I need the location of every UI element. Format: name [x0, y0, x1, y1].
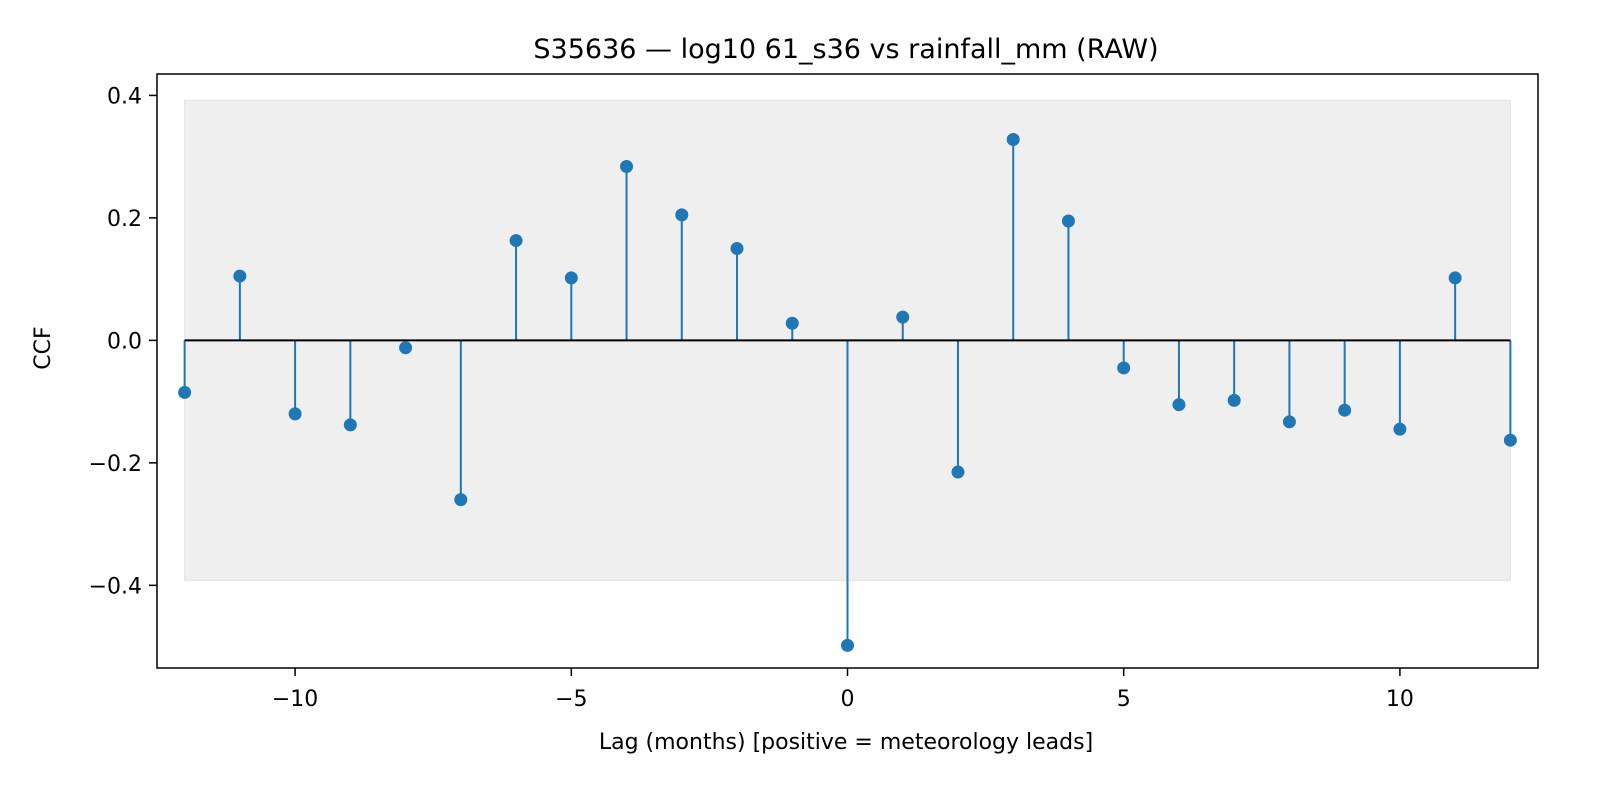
y-tick-label: −0.2	[89, 452, 142, 477]
stem-marker	[399, 341, 413, 355]
x-axis-label: Lag (months) [positive = meteorology lea…	[599, 730, 1093, 755]
x-tick-label: −5	[555, 687, 587, 712]
stem-marker	[841, 638, 854, 652]
stem-marker	[509, 234, 523, 248]
stem-marker	[564, 271, 578, 285]
stem-marker	[785, 316, 799, 330]
y-tick-label: −0.4	[89, 574, 142, 599]
x-tick-label: −10	[272, 687, 318, 712]
y-tick-label: 0.2	[107, 207, 142, 232]
y-axis: −0.4 −0.2 0.0 0.2 0.4	[89, 84, 157, 599]
stem-marker	[675, 208, 689, 222]
stem-marker	[620, 159, 634, 173]
x-tick-label: 0	[841, 687, 855, 712]
y-axis-label: CCF	[31, 326, 56, 369]
stems-group	[183, 139, 1512, 646]
stem-marker	[233, 269, 247, 283]
x-tick-label: 5	[1117, 687, 1131, 712]
stem-marker	[730, 242, 744, 256]
y-tick-label: 0.4	[107, 84, 142, 109]
stem-marker	[951, 465, 965, 479]
stem-marker	[343, 418, 357, 432]
stem-marker	[1503, 433, 1517, 447]
stem-marker	[1227, 393, 1241, 407]
stem-marker	[1006, 133, 1020, 147]
chart-title: S35636 — log10 61_s36 vs rainfall_mm (RA…	[533, 34, 1158, 65]
stem-marker	[896, 310, 910, 324]
stem-marker	[1338, 403, 1352, 417]
stem-marker	[1061, 214, 1075, 228]
x-tick-label: 10	[1386, 687, 1414, 712]
x-axis: −10 −5 0 5 10	[272, 668, 1414, 712]
stem-marker	[1393, 422, 1407, 436]
y-tick-label: 0.0	[107, 329, 142, 354]
stem-marker	[454, 493, 468, 507]
stem-marker	[178, 385, 192, 399]
markers-group	[178, 133, 1517, 652]
stem-marker	[288, 407, 302, 421]
stem-marker	[1117, 361, 1131, 375]
stem-marker	[1448, 271, 1462, 285]
stem-marker	[1172, 398, 1186, 412]
stem-marker	[1282, 415, 1296, 429]
